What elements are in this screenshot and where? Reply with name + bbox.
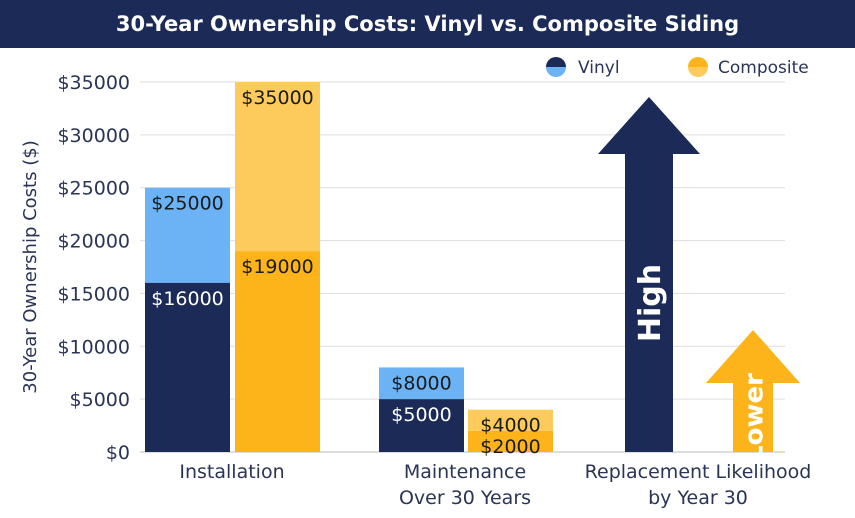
y-tick-label: $20000 <box>57 231 130 253</box>
legend-swatch-top <box>546 57 566 67</box>
y-tick-label: $0 <box>106 442 130 464</box>
bar-high-composite <box>468 409 553 431</box>
bar-high-vinyl <box>379 367 464 400</box>
y-tick-label: $5000 <box>70 389 130 411</box>
bar-low-vinyl <box>379 399 464 452</box>
data-label: $25000 <box>151 193 224 215</box>
data-label: $2000 <box>480 436 540 458</box>
data-label: $35000 <box>241 87 314 109</box>
arrow-label: High <box>633 264 668 342</box>
data-label: $8000 <box>391 372 451 394</box>
data-label: $16000 <box>151 288 224 310</box>
y-tick-label: $30000 <box>57 125 130 147</box>
data-label: $19000 <box>241 256 314 278</box>
x-tick-label: Installation <box>179 461 284 483</box>
legend-swatch-bottom <box>546 67 566 77</box>
bar-low-composite <box>468 430 553 452</box>
x-tick-label: by Year 30 <box>648 487 748 509</box>
y-axis-label: 30-Year Ownership Costs ($) <box>20 140 41 393</box>
bar-low-vinyl <box>145 282 230 452</box>
x-tick-label: Replacement Likelihood <box>585 461 812 483</box>
arrow-label: Lower <box>739 373 769 462</box>
y-tick-label: $35000 <box>57 72 130 94</box>
data-label: $5000 <box>391 404 451 426</box>
legend-label: Composite <box>718 58 809 78</box>
y-tick-label: $15000 <box>57 283 130 305</box>
legend-swatch-bottom <box>688 67 708 77</box>
chart-title: 30-Year Ownership Costs: Vinyl vs. Compo… <box>0 0 855 48</box>
y-tick-label: $10000 <box>57 336 130 358</box>
arrow-composite <box>706 330 800 452</box>
x-tick-label: Maintenance <box>404 461 526 483</box>
bar-high-vinyl <box>145 187 230 283</box>
y-tick-label: $25000 <box>57 178 130 200</box>
arrow-vinyl <box>598 97 700 452</box>
legend-label: Vinyl <box>578 58 620 78</box>
bar-high-composite <box>235 82 320 252</box>
data-label: $4000 <box>480 415 540 437</box>
bar-low-composite <box>235 251 320 452</box>
legend-swatch-top <box>688 57 708 67</box>
x-tick-label: Over 30 Years <box>399 487 531 509</box>
